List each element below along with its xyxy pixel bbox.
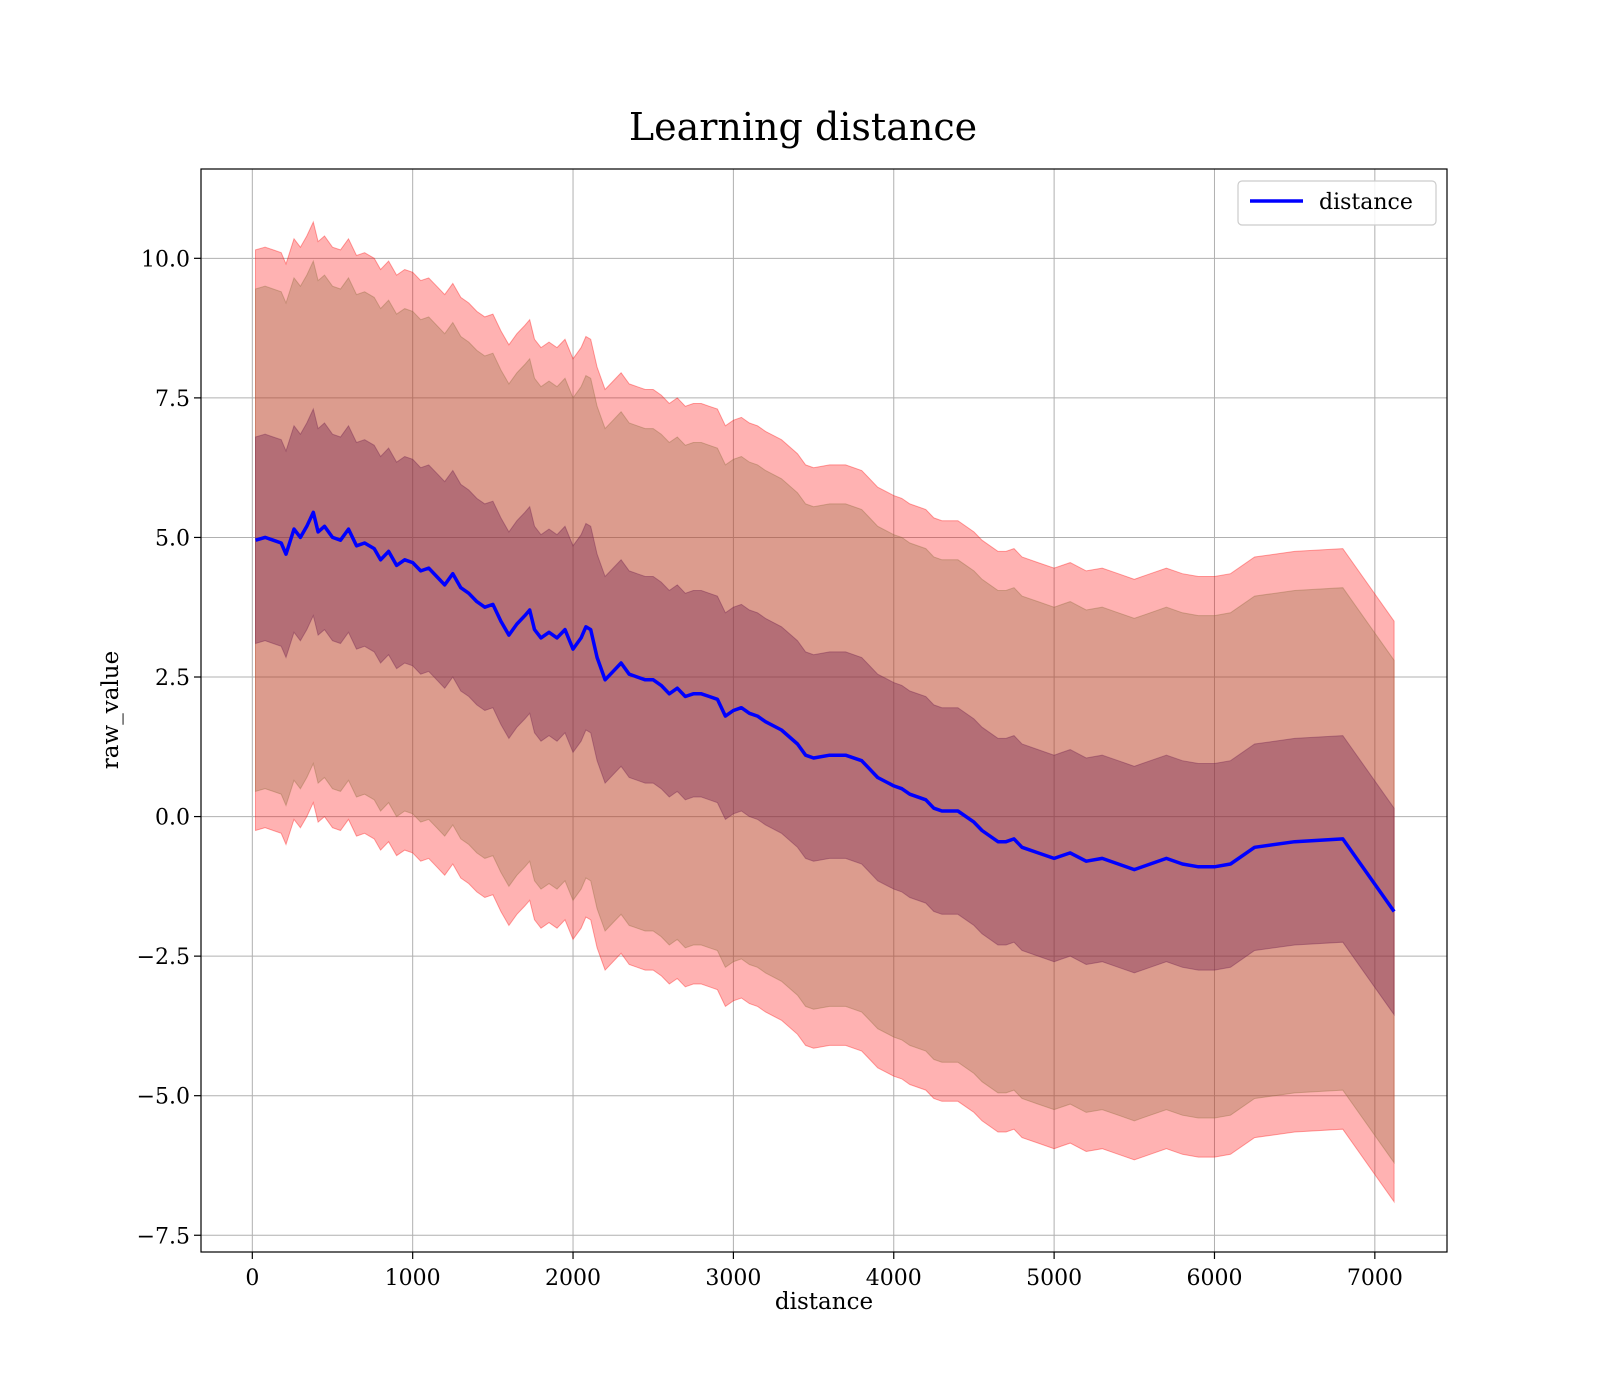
y-tick-label: −5.0 — [137, 1085, 190, 1110]
x-axis-label: distance — [775, 1289, 873, 1315]
x-tick-label: 0 — [245, 1266, 259, 1291]
std-band — [255, 259, 1395, 1165]
chart-title: Learning distance — [629, 105, 977, 149]
y-axis: −7.5 −5.0 −2.5 0.0 2.5 5.0 7.5 10.0 — [137, 247, 201, 1249]
y-tick-label: 10.0 — [141, 247, 190, 272]
y-tick-label: 5.0 — [155, 526, 190, 551]
x-tick-label: 4000 — [866, 1266, 922, 1291]
y-tick-label: −7.5 — [137, 1224, 190, 1249]
legend-frame — [1237, 180, 1437, 226]
x-tick-label: 1000 — [385, 1266, 441, 1291]
plot-frame — [200, 168, 1448, 1253]
x-tick-label: 6000 — [1186, 1266, 1242, 1291]
x-tick-label: 2000 — [545, 1266, 601, 1291]
std-band — [255, 407, 1395, 1017]
std-bands — [255, 220, 1395, 1204]
series-lines — [255, 510, 1396, 913]
grid — [201, 169, 1447, 1252]
x-tick-label: 5000 — [1026, 1266, 1082, 1291]
y-tick-label: 2.5 — [155, 666, 190, 691]
x-tick-label: 7000 — [1347, 1266, 1403, 1291]
legend: distance — [1237, 180, 1437, 226]
x-tick-label: 3000 — [705, 1266, 761, 1291]
y-tick-label: −2.5 — [137, 945, 190, 970]
legend-label-distance: distance — [1319, 190, 1413, 215]
y-tick-label: 7.5 — [155, 387, 190, 412]
std-band — [255, 220, 1395, 1204]
y-tick-label: 0.0 — [155, 806, 190, 831]
y-axis-label: raw_value — [98, 651, 124, 769]
series-line-distance — [255, 510, 1396, 913]
x-axis: 0 1000 2000 3000 4000 5000 6000 7000 — [245, 1252, 1403, 1291]
